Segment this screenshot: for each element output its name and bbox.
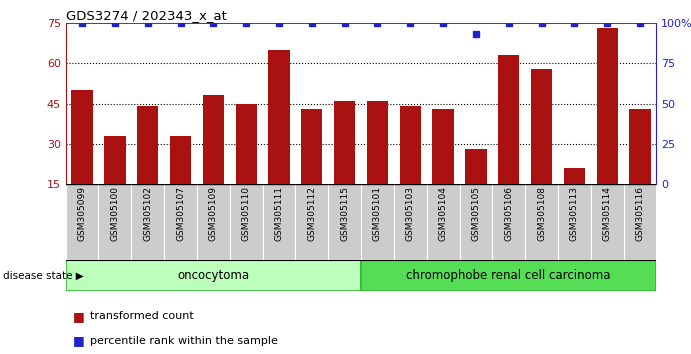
Bar <box>334 101 355 224</box>
Bar <box>433 109 454 224</box>
Text: disease state ▶: disease state ▶ <box>3 271 84 281</box>
Bar <box>268 50 290 224</box>
Text: chromophobe renal cell carcinoma: chromophobe renal cell carcinoma <box>406 269 611 282</box>
Bar <box>492 184 525 260</box>
Text: GSM305108: GSM305108 <box>537 186 546 241</box>
Bar <box>170 136 191 224</box>
Text: GSM305109: GSM305109 <box>209 186 218 241</box>
Text: GSM305112: GSM305112 <box>307 186 316 241</box>
Bar <box>197 184 229 260</box>
Text: GSM305103: GSM305103 <box>406 186 415 241</box>
Text: GSM305115: GSM305115 <box>340 186 349 241</box>
Text: percentile rank within the sample: percentile rank within the sample <box>90 336 278 346</box>
Bar <box>66 184 98 260</box>
Bar <box>394 184 426 260</box>
Text: GSM305114: GSM305114 <box>603 186 612 241</box>
Bar <box>328 184 361 260</box>
Bar <box>361 260 656 291</box>
Text: GSM305111: GSM305111 <box>274 186 283 241</box>
Bar <box>367 101 388 224</box>
Bar <box>164 184 197 260</box>
Text: GSM305101: GSM305101 <box>373 186 382 241</box>
Text: ■: ■ <box>73 310 84 322</box>
Bar <box>525 184 558 260</box>
Text: GSM305105: GSM305105 <box>471 186 480 241</box>
Bar <box>137 106 158 224</box>
Bar <box>591 184 623 260</box>
Text: GSM305099: GSM305099 <box>77 186 86 241</box>
Text: GSM305100: GSM305100 <box>111 186 120 241</box>
Bar <box>460 184 492 260</box>
Bar <box>361 184 394 260</box>
Bar <box>623 184 656 260</box>
Text: GDS3274 / 202343_x_at: GDS3274 / 202343_x_at <box>66 9 227 22</box>
Bar <box>295 184 328 260</box>
Bar <box>630 109 651 224</box>
Bar <box>596 28 618 224</box>
Bar <box>98 184 131 260</box>
Bar <box>498 55 520 224</box>
Text: GSM305116: GSM305116 <box>636 186 645 241</box>
Text: transformed count: transformed count <box>90 311 193 321</box>
Bar <box>465 149 486 224</box>
Bar <box>301 109 323 224</box>
Text: GSM305107: GSM305107 <box>176 186 185 241</box>
Bar <box>564 168 585 224</box>
Bar <box>236 104 257 224</box>
Bar <box>131 184 164 260</box>
Bar <box>399 106 421 224</box>
Bar <box>531 69 552 224</box>
Text: GSM305104: GSM305104 <box>439 186 448 241</box>
Text: oncocytoma: oncocytoma <box>178 269 249 282</box>
Bar <box>229 184 263 260</box>
Text: GSM305102: GSM305102 <box>143 186 152 241</box>
Text: GSM305106: GSM305106 <box>504 186 513 241</box>
Bar <box>104 136 126 224</box>
Text: ■: ■ <box>73 335 84 347</box>
Bar <box>66 260 361 291</box>
Bar <box>263 184 295 260</box>
Text: GSM305110: GSM305110 <box>242 186 251 241</box>
Text: GSM305113: GSM305113 <box>570 186 579 241</box>
Bar <box>558 184 591 260</box>
Bar <box>202 96 224 224</box>
Bar <box>71 90 93 224</box>
Bar <box>426 184 460 260</box>
